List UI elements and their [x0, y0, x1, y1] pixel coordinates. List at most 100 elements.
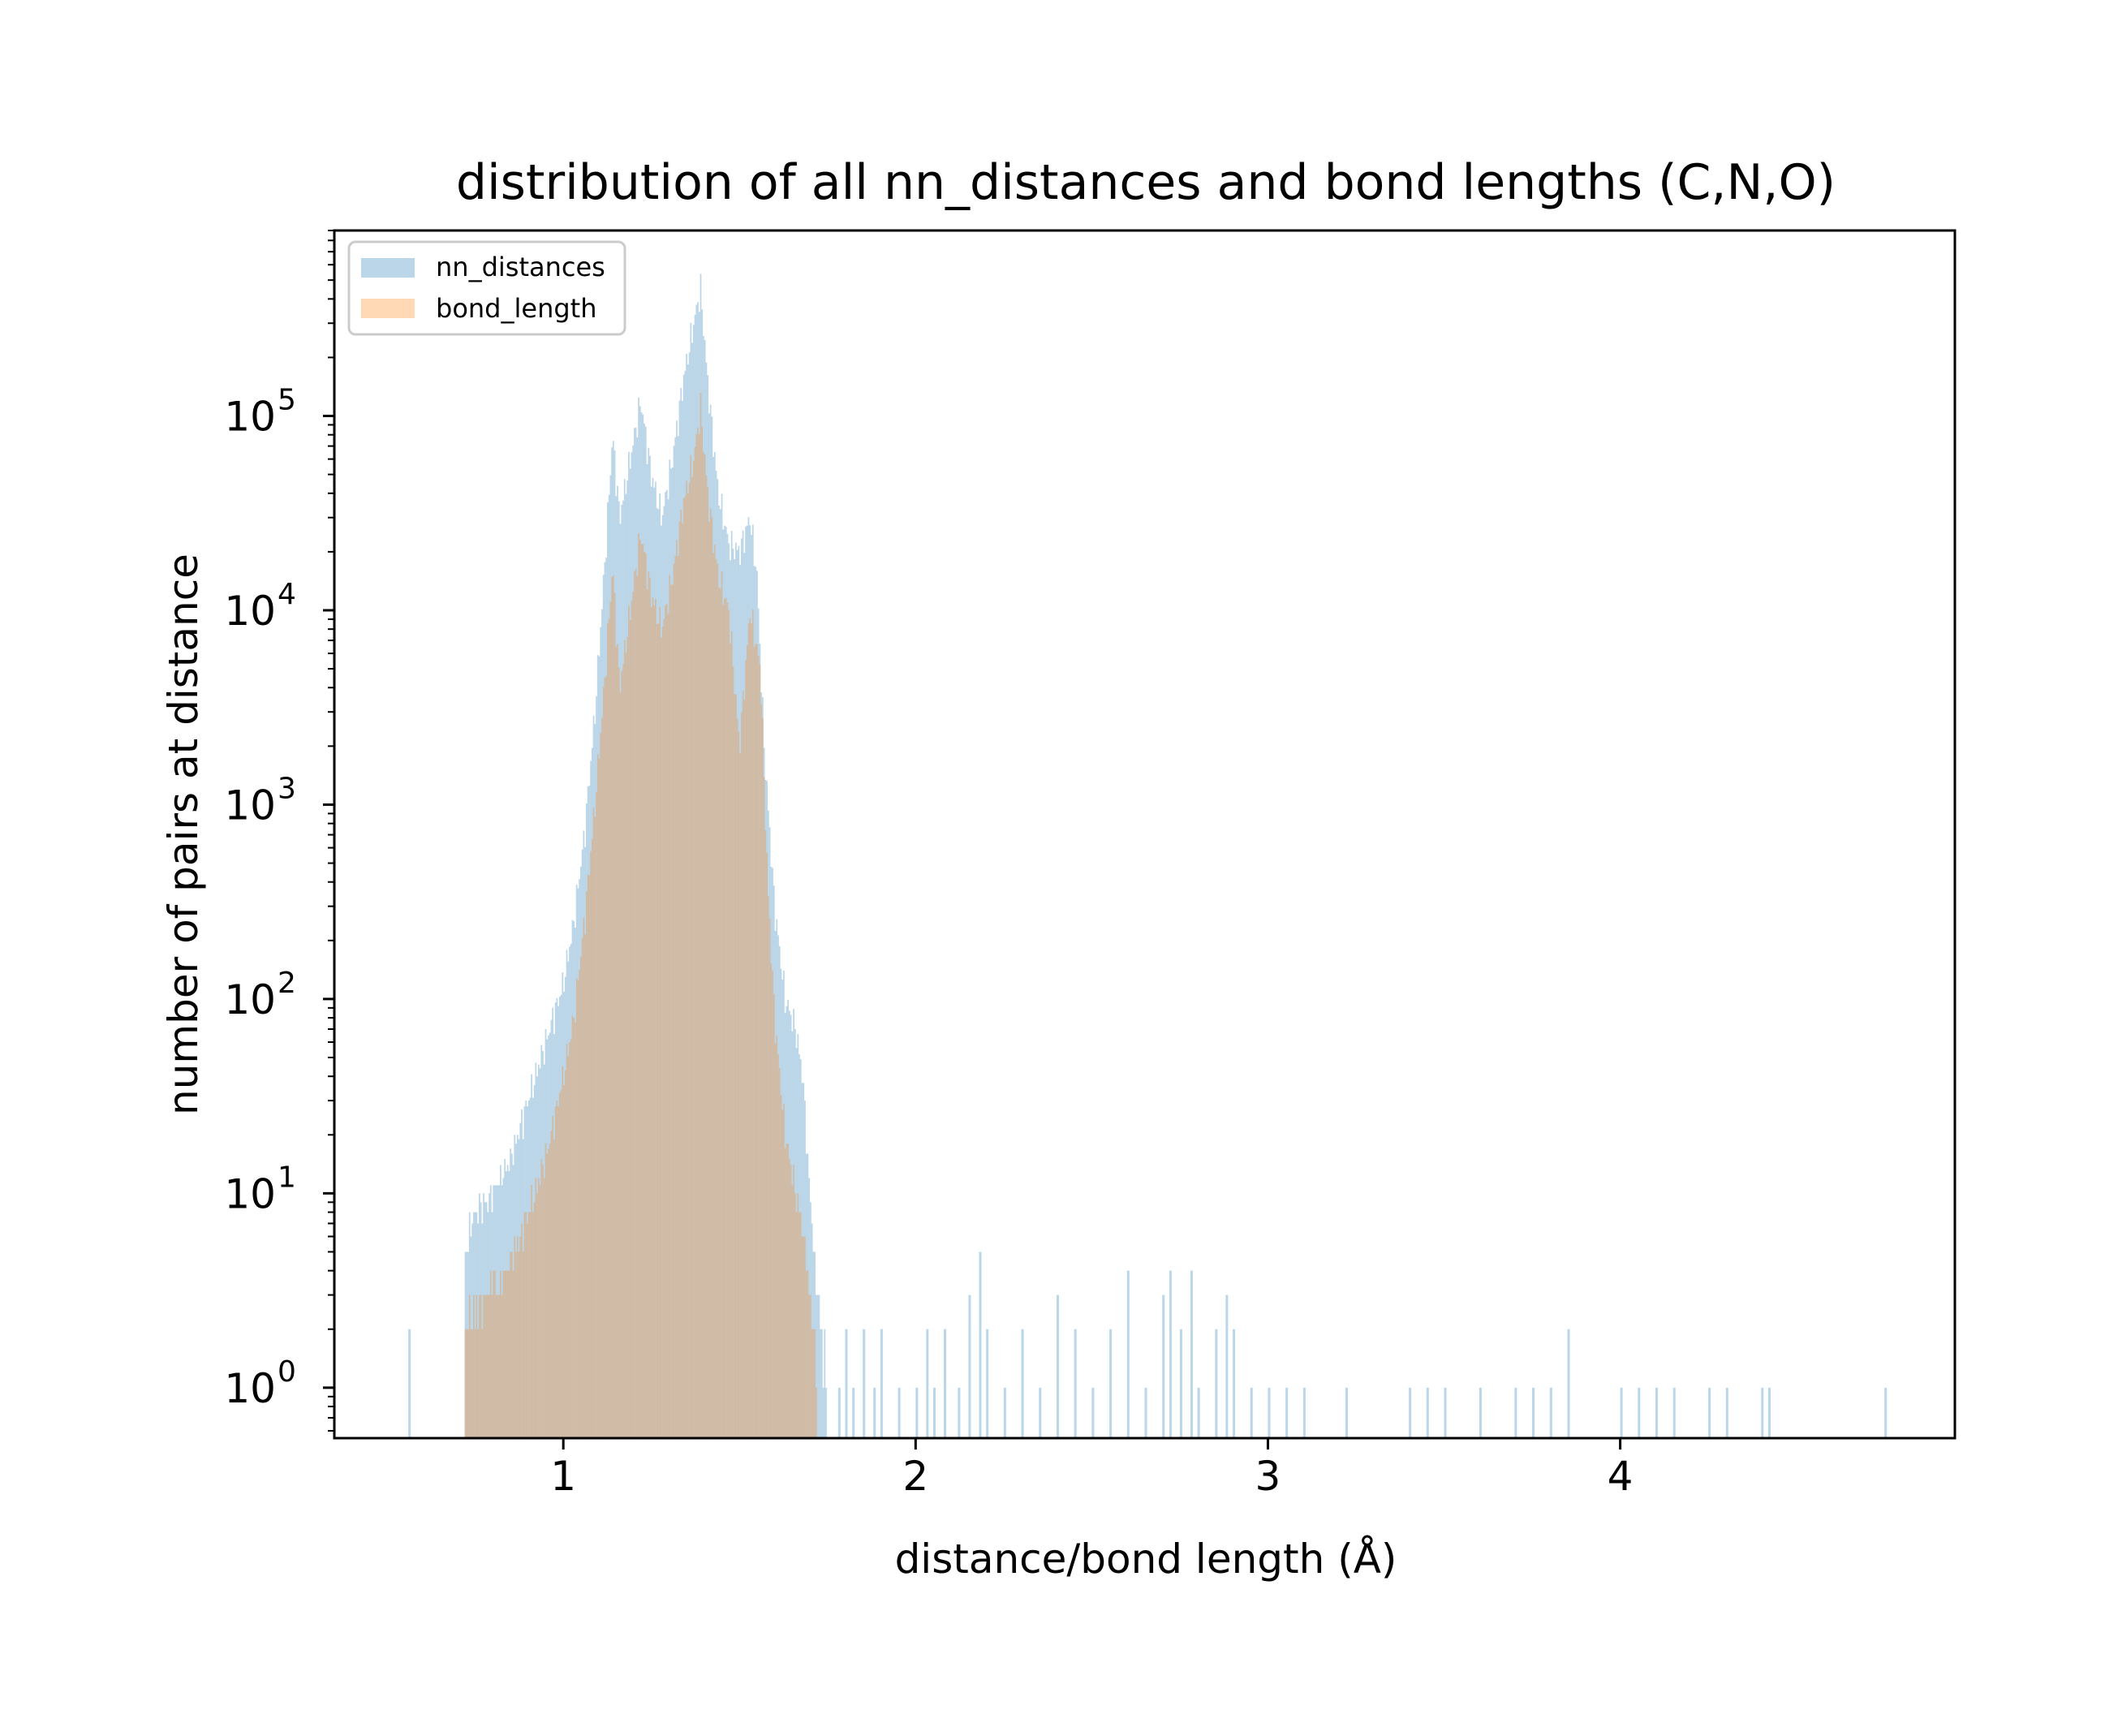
nn-distances-bar	[743, 553, 746, 1438]
nn-distances-bar	[735, 542, 737, 1438]
bond-length-bar	[682, 498, 685, 1438]
y-tick-label: 10	[224, 976, 276, 1023]
nn-distances-bar	[604, 562, 606, 1438]
nn-distances-bar	[1409, 1387, 1412, 1438]
nn-distances-bar	[801, 1083, 803, 1438]
nn-distances-bar	[810, 1202, 811, 1438]
nn-distances-bar	[580, 866, 582, 1438]
bond-length-bar	[735, 694, 737, 1438]
nn-distances-bar	[764, 779, 767, 1438]
nn-distances-bar	[636, 437, 639, 1438]
nn-distances-bar	[667, 499, 669, 1438]
nn-distances-bar	[484, 1202, 486, 1438]
nn-distances-bar	[678, 400, 681, 1438]
nn-distances-bar	[527, 1106, 528, 1438]
bond-length-bar	[671, 584, 674, 1438]
nn-distances-bar	[688, 352, 691, 1438]
nn-distances-bar	[824, 1329, 826, 1438]
nn-distances-bar	[577, 888, 579, 1438]
nn-distances-bar	[898, 1387, 901, 1438]
bond-length-bar	[742, 691, 744, 1438]
nn-distances-bar	[512, 1165, 514, 1438]
nn-distances-bar	[708, 413, 710, 1438]
nn-distances-bar	[1725, 1387, 1728, 1438]
bond-length-bar	[805, 1270, 807, 1438]
bond-length-bar	[536, 1193, 538, 1438]
bond-length-bar	[789, 1159, 790, 1438]
bond-length-bar	[665, 604, 668, 1438]
nn-distances-bar	[1162, 1294, 1165, 1438]
nn-distances-bar	[533, 1085, 536, 1438]
nn-distances-bar	[1268, 1387, 1271, 1438]
nn-distances-bar	[705, 362, 708, 1438]
nn-distances-bar	[518, 1139, 520, 1438]
nn-distances-bar	[794, 1028, 796, 1438]
bond-length-bar	[531, 1185, 532, 1438]
bond-length-bar	[515, 1251, 517, 1438]
bond-length-bar	[519, 1236, 522, 1438]
bond-length-bar	[537, 1178, 540, 1438]
bond-length-bar	[784, 1148, 786, 1438]
bond-length-bar	[762, 717, 764, 1438]
nn-distances-bar	[787, 999, 790, 1438]
bond-length-bar	[580, 956, 582, 1438]
nn-distances-bar	[617, 485, 618, 1438]
nn-distances-bar	[642, 414, 644, 1438]
nn-distances-bar	[583, 830, 585, 1438]
nn-distances-bar	[1708, 1387, 1711, 1438]
bond-length-bar	[755, 644, 757, 1438]
bond-length-bar	[705, 475, 708, 1438]
bond-length-bar	[494, 1270, 496, 1438]
nn-distances-bar	[746, 525, 748, 1438]
bond-length-bar	[711, 516, 713, 1438]
nn-distances-bar	[814, 1251, 816, 1438]
nn-distances-bar	[749, 525, 751, 1438]
nn-distances-bar	[535, 1062, 537, 1438]
nn-distances-bar	[591, 747, 593, 1438]
nn-distances-bar	[674, 437, 677, 1438]
nn-distances-bar	[628, 451, 630, 1438]
bond-length-bar	[611, 576, 613, 1438]
nn-distances-bar	[612, 441, 614, 1438]
nn-distances-bar	[701, 309, 704, 1438]
bond-length-bar	[687, 493, 689, 1438]
bond-length-bar	[799, 1212, 802, 1438]
bond-length-bar	[573, 1018, 575, 1438]
nn-distances-bar	[570, 944, 572, 1438]
bond-length-bar	[525, 1212, 527, 1438]
bond-length-bar	[577, 980, 579, 1438]
bond-length-bar	[581, 938, 583, 1438]
bond-length-bar	[485, 1294, 488, 1438]
nn-distances-bar	[560, 994, 562, 1438]
nn-distances-bar	[478, 1193, 480, 1438]
nn-distances-bar	[525, 1101, 527, 1438]
bond-length-bar	[812, 1329, 815, 1438]
nn-distances-bar	[466, 1251, 468, 1438]
nn-distances-bar	[740, 538, 743, 1438]
bond-length-bars	[464, 392, 817, 1438]
nn-distances-bar	[587, 786, 589, 1438]
bond-length-bar	[726, 602, 729, 1438]
bond-length-bar	[600, 732, 602, 1438]
bond-length-bar	[646, 589, 648, 1438]
nn-distances-bar	[694, 314, 696, 1438]
nn-distances-bar	[516, 1135, 519, 1438]
nn-distances-bar	[501, 1185, 503, 1438]
nn-distances-bar	[745, 526, 747, 1438]
bond-length-bar	[776, 1035, 778, 1438]
x-axis: 1 2 3 4	[550, 1438, 1633, 1500]
bond-length-bar	[564, 1070, 566, 1438]
bond-length-bar	[743, 700, 746, 1438]
bond-length-bar	[759, 664, 761, 1438]
nn-distances-bar	[521, 1109, 523, 1438]
bond-length-bar	[678, 521, 681, 1438]
bond-length-bar	[656, 623, 658, 1438]
bond-length-bar	[623, 640, 626, 1438]
bond-length-bar	[584, 934, 586, 1438]
bond-length-bar	[556, 1101, 558, 1438]
nn-distances-bar	[532, 1097, 534, 1438]
nn-distances-bar	[508, 1171, 510, 1438]
bond-length-bar	[781, 1109, 784, 1438]
bond-length-bar	[549, 1144, 551, 1438]
